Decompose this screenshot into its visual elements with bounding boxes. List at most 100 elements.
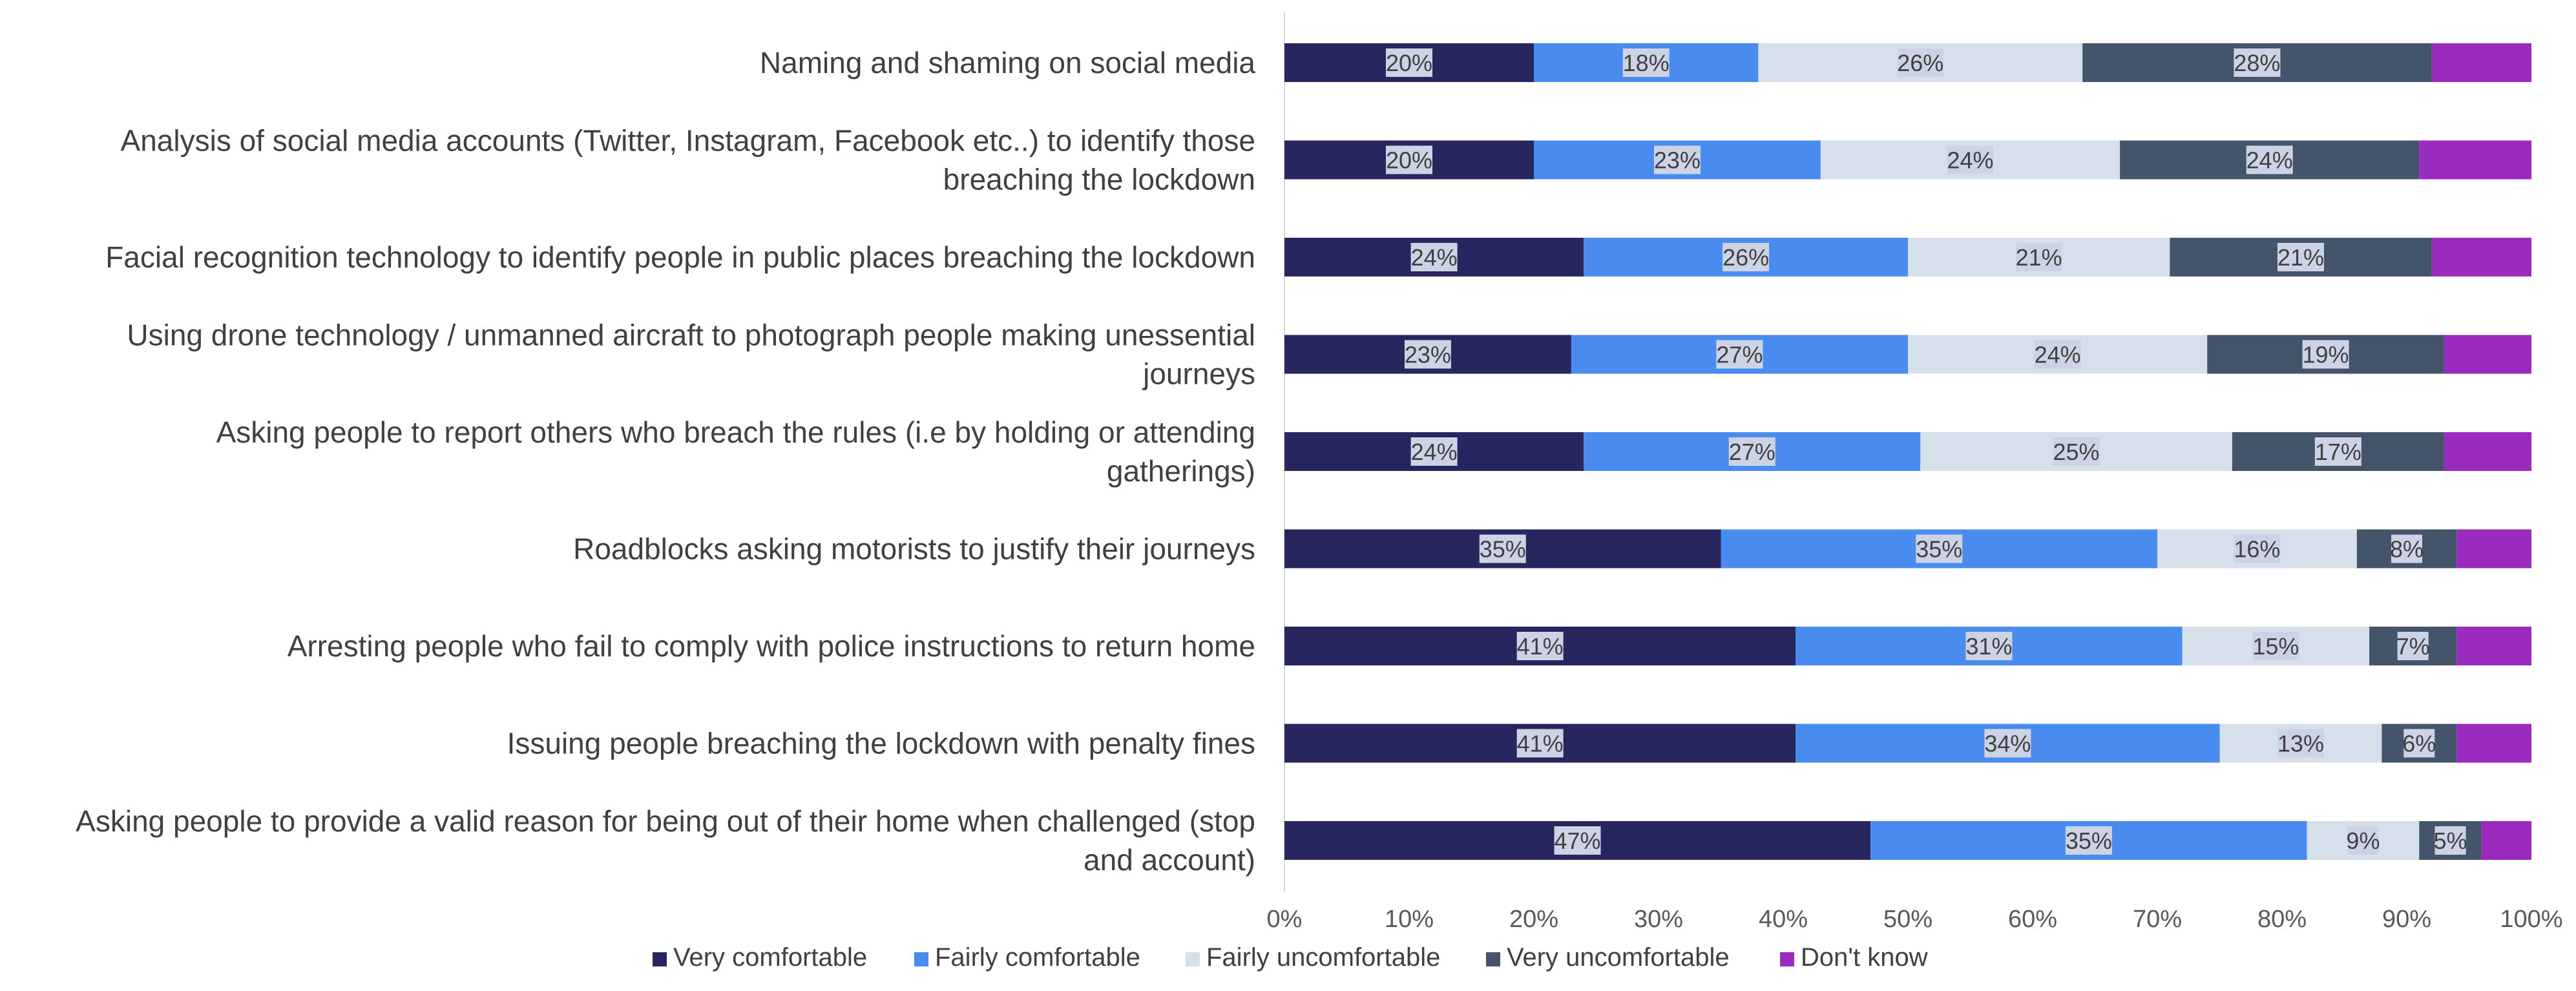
data-label: 26% [1723,244,1769,271]
data-label: 6% [2402,731,2436,757]
x-tick-label: 20% [1509,906,1558,933]
data-label-box [1653,145,1701,174]
category-label: Analysis of social media accounts (Twitt… [121,124,1255,158]
data-label: 7% [2396,633,2430,660]
category-label: Roadblocks asking motorists to justify t… [573,532,1255,566]
x-tick-label: 40% [1759,906,1808,933]
data-label: 26% [1897,50,1943,76]
data-label-box [2065,826,2112,855]
bar-segment [2419,140,2531,180]
data-label: 24% [1947,147,1993,174]
data-label: 21% [2278,244,2324,271]
category-label: and account) [1084,843,1255,877]
data-label: 23% [1654,147,1701,174]
data-label-box [2435,826,2466,855]
legend-label: Very comfortable [673,943,867,972]
legend-label: Very uncomfortable [1507,943,1730,972]
legend-swatch [653,952,667,966]
data-label-box [2015,243,2062,271]
data-label-box [1897,48,1944,77]
data-label-box [1386,145,1432,174]
bar-segment [2431,43,2531,82]
data-label: 34% [1984,731,2031,757]
data-label: 19% [2303,342,2349,368]
category-label: Asking people to provide a valid reason … [76,804,1255,838]
x-tick-label: 70% [2133,906,2182,933]
data-label-box [2391,534,2422,563]
x-tick-label: 0% [1267,906,1303,933]
data-label: 35% [1916,536,1962,563]
data-label: 24% [2035,342,2081,368]
data-label-box [2347,826,2379,855]
data-label-box [1916,534,1963,563]
data-label: 20% [1386,50,1432,76]
data-label: 31% [1965,633,2012,660]
x-tick-label: 50% [1883,906,1932,933]
category-label: Using drone technology / unmanned aircra… [127,318,1255,352]
legend-label: Don't know [1801,943,1928,972]
data-label-box [1516,729,1564,758]
data-label: 17% [2315,439,2361,465]
data-label-box [2277,729,2324,758]
legend-label: Fairly uncomfortable [1206,943,1440,972]
legend-label: Fairly comfortable [935,943,1140,972]
data-label: 18% [1623,50,1670,76]
category-label: Facial recognition technology to identif… [105,240,1255,274]
bar-segment [2456,627,2531,665]
data-label-box [1479,534,1526,563]
data-label: 9% [2346,828,2380,854]
data-label-box [2277,243,2324,271]
category-label: Issuing people breaching the lockdown wi… [507,727,1255,760]
x-tick-label: 100% [2500,906,2562,933]
x-tick-label: 80% [2257,906,2307,933]
data-label-box [2234,48,2281,77]
data-label-box [1516,632,1564,660]
bar-segment [2481,821,2531,860]
data-label: 25% [2053,439,2100,465]
data-label-box [2034,340,2081,369]
data-label: 27% [1729,439,1775,465]
legend-swatch [1486,952,1500,966]
data-label-box [1410,437,1458,466]
data-label-box [2302,340,2349,369]
x-tick-label: 90% [2382,906,2431,933]
data-label-box [2234,534,2281,563]
category-label: Asking people to report others who breac… [216,415,1255,449]
data-label: 16% [2234,536,2280,563]
category-label: Arresting people who fail to comply with… [288,629,1255,663]
data-label-box [2246,145,2293,174]
data-label-box [1723,243,1770,271]
bar-segment [2456,529,2531,569]
data-label: 35% [1480,536,1526,563]
data-label-box [2314,437,2361,466]
data-label-box [1716,340,1763,369]
legend-swatch [1186,952,1200,966]
data-label-box [1404,340,1451,369]
legend-swatch [914,952,928,966]
x-tick-label: 30% [1634,906,1683,933]
data-label-box [1947,145,1994,174]
data-label: 24% [2246,147,2293,174]
data-label-box [1410,243,1458,271]
bar-segment [2444,335,2531,374]
data-label-box [1965,632,2013,660]
bar-segment [2431,238,2531,276]
data-label-box [2397,632,2429,660]
data-label-box [2403,729,2435,758]
category-label: breaching the lockdown [943,163,1255,196]
x-tick-label: 60% [2008,906,2057,933]
data-label: 41% [1517,633,1564,660]
data-label: 41% [1517,731,1564,757]
data-label: 15% [2252,633,2299,660]
data-label-box [1554,826,1601,855]
data-label-box [1622,48,1670,77]
bar-segment [2456,724,2531,763]
data-label-box [1386,48,1432,77]
data-label: 5% [2434,828,2467,854]
data-label-box [1728,437,1775,466]
data-label-box [2252,632,2299,660]
data-label: 24% [1411,244,1458,271]
data-label: 24% [1411,439,1458,465]
